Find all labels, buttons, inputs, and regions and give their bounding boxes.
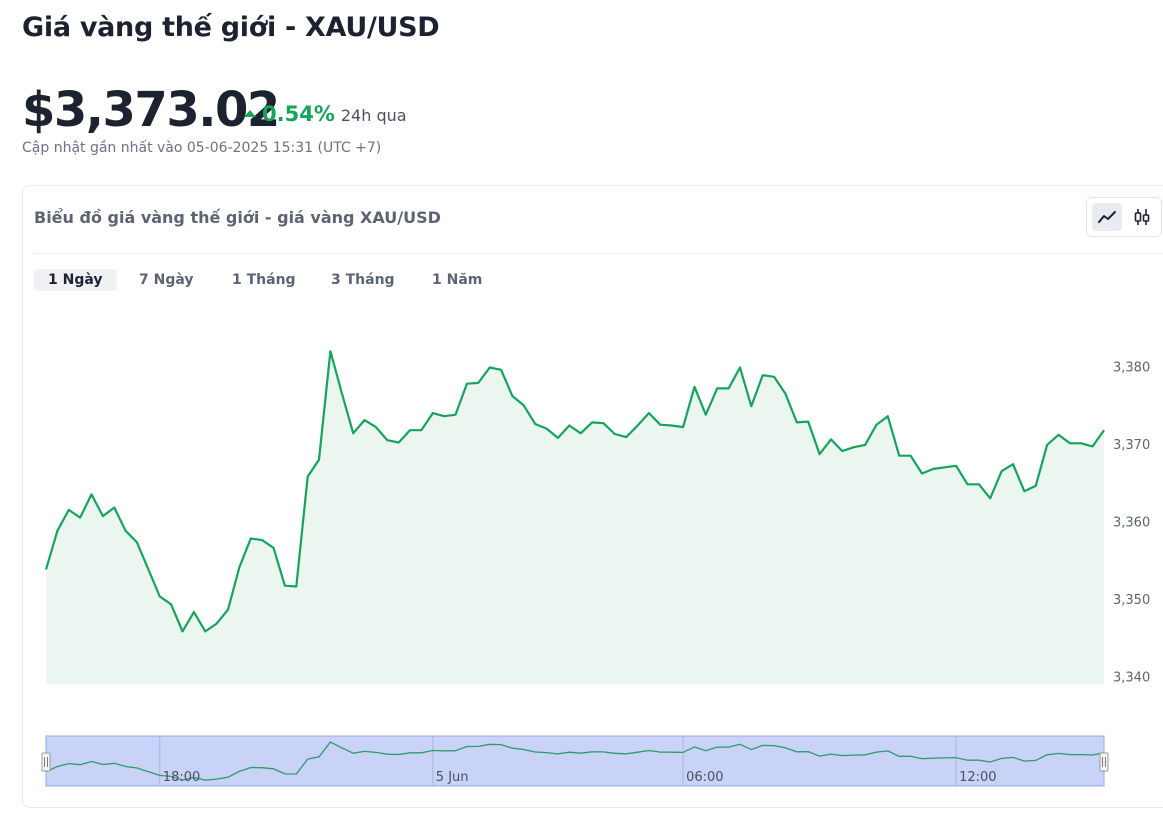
change-percent: 0.54% xyxy=(262,102,335,126)
series-line xyxy=(44,350,1105,633)
y-tick-label: 3,350 xyxy=(1113,593,1150,608)
navigator-left-handle[interactable] xyxy=(41,752,51,772)
y-tick-label: 3,340 xyxy=(1113,670,1150,685)
navigator-range[interactable] xyxy=(45,735,1105,787)
tab-7-days[interactable]: 7 Ngày xyxy=(139,272,194,288)
tab-3-months[interactable]: 3 Tháng xyxy=(331,272,395,288)
change-period: 24h qua xyxy=(340,106,407,125)
tab-1-year[interactable]: 1 Năm xyxy=(432,272,483,288)
tab-1-month[interactable]: 1 Tháng xyxy=(232,272,296,288)
x-tick-label: 18:00 xyxy=(163,770,200,785)
y-tick-label: 3,360 xyxy=(1113,516,1150,531)
line-chart-icon xyxy=(1098,211,1116,223)
navigator-right-handle[interactable] xyxy=(1099,752,1109,772)
tab-1-day[interactable]: 1 Ngày xyxy=(34,269,117,291)
x-tick-label: 06:00 xyxy=(686,770,723,785)
price-change: 0.54% 24h qua xyxy=(244,102,407,126)
last-updated: Cập nhật gần nhất vào 05-06-2025 15:31 (… xyxy=(22,140,382,156)
current-price: $3,373.02 xyxy=(22,82,280,138)
series-area xyxy=(46,351,1104,685)
up-triangle-icon xyxy=(244,110,256,117)
candlestick-button[interactable] xyxy=(1127,203,1157,231)
line-chart-button[interactable] xyxy=(1092,203,1122,231)
chart-type-toggle xyxy=(1086,197,1162,237)
x-tick-label: 5 Jun xyxy=(436,770,469,785)
chart-title: Biểu đồ giá vàng thế giới - giá vàng XAU… xyxy=(34,208,441,227)
page-title: Giá vàng thế giới - XAU/USD xyxy=(22,12,440,43)
card-divider xyxy=(33,253,1163,254)
y-tick-label: 3,380 xyxy=(1113,361,1150,376)
x-tick-label: 12:00 xyxy=(959,770,996,785)
y-tick-label: 3,370 xyxy=(1113,438,1150,453)
navigator-line xyxy=(45,741,1105,781)
candlestick-icon xyxy=(1134,209,1150,225)
